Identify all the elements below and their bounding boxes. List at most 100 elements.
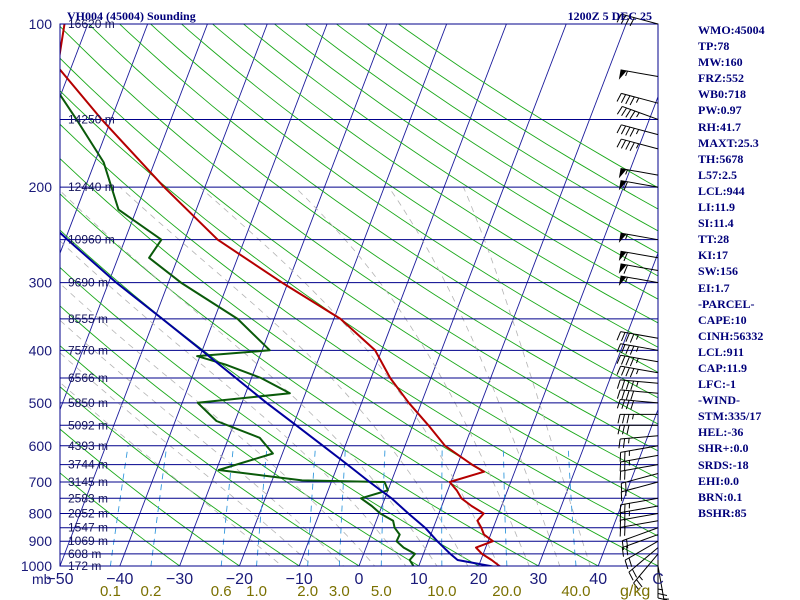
wind-barb-staff xyxy=(620,354,659,363)
wind-barb-staff xyxy=(621,124,659,136)
wind-barb-staff xyxy=(620,263,659,272)
wind-barb-half-flag xyxy=(635,358,639,364)
dry-adiabat-line xyxy=(60,472,181,566)
wind-barb-flag xyxy=(630,380,635,391)
wind-barb-flag xyxy=(626,425,630,435)
wind-barb-staff xyxy=(622,534,659,549)
mixing-ratio-label: 0.1 xyxy=(100,583,121,600)
wind-barb-flag xyxy=(616,331,622,341)
dry-adiabat-line xyxy=(397,24,658,189)
wind-barb-pennant xyxy=(618,69,627,80)
wind-barb xyxy=(616,105,659,120)
wind-barb xyxy=(616,13,659,27)
wind-barb-pennant xyxy=(618,180,627,191)
index-row: FRZ:552 xyxy=(698,71,744,86)
index-row: BRN:0.1 xyxy=(698,489,743,504)
wind-barb-flag xyxy=(629,368,635,378)
wind-barb-flag xyxy=(617,414,621,424)
wind-barb-flag xyxy=(616,106,623,115)
index-row: HEL:-36 xyxy=(698,425,744,440)
wind-barb-staff xyxy=(620,180,659,188)
dry-adiabat-line xyxy=(60,386,301,566)
wind-barb xyxy=(618,275,659,286)
wind-barb-flag xyxy=(625,345,630,354)
dry-adiabat-line xyxy=(335,24,658,232)
index-row: SRDS:-18 xyxy=(698,457,749,472)
wind-barb-flag xyxy=(626,545,629,556)
wind-barb-half-flag xyxy=(635,97,640,103)
dry-adiabat-line xyxy=(60,305,420,566)
mixing-ratio-label: 3.0 xyxy=(329,583,350,600)
wind-barb-flag xyxy=(625,109,632,118)
wind-barb-flag xyxy=(622,438,626,448)
dry-adiabat-line xyxy=(88,24,658,425)
wind-barb xyxy=(619,454,659,472)
height-label: 3145 m xyxy=(68,475,108,489)
mixing-ratio-label: 20.0 xyxy=(492,583,521,600)
wind-barb-half-flag xyxy=(628,438,630,444)
wind-barb-staff xyxy=(620,379,659,384)
wind-barb-flag xyxy=(616,124,622,134)
dry-adiabat-line xyxy=(273,24,658,277)
wind-barb-flag xyxy=(625,367,630,377)
wind-barb-half-flag xyxy=(635,129,640,135)
height-label: 4393 m xyxy=(68,439,108,453)
moist-adiabat-line xyxy=(60,381,283,566)
height-label: 172 m xyxy=(68,559,101,573)
wind-barb-flag xyxy=(622,414,625,424)
height-label: 1547 m xyxy=(68,521,108,535)
wind-barb xyxy=(616,399,659,410)
index-row: LCL:911 xyxy=(698,344,745,359)
wind-barb-flag xyxy=(630,400,635,410)
index-row: CINH:56332 xyxy=(698,328,764,343)
wind-barb-staff xyxy=(620,399,659,404)
wind-barb-half-flag xyxy=(632,414,634,420)
wind-barb-pennant xyxy=(618,276,627,286)
temperature-tick-label: −20 xyxy=(226,571,253,588)
index-row: WMO:45004 xyxy=(698,23,765,37)
wind-barb-flag xyxy=(633,582,640,591)
index-row: CAP:11.9 xyxy=(698,360,747,375)
dry-adiabat-line xyxy=(60,266,480,566)
wind-barb-staff xyxy=(620,445,659,453)
wind-barb xyxy=(618,69,659,80)
dry-adiabat-line xyxy=(304,24,658,254)
wind-barb xyxy=(618,263,659,274)
index-row: WB0:718 xyxy=(698,87,746,102)
index-row: EHI:0.0 xyxy=(698,473,740,488)
mixing-ratio-label: 0.2 xyxy=(141,583,162,600)
wind-barbs xyxy=(616,13,669,600)
dry-adiabat-line xyxy=(60,345,360,566)
height-label: 12440 m xyxy=(68,180,115,194)
pressure-tick-label: 100 xyxy=(29,16,53,32)
height-label: 5850 m xyxy=(68,396,108,410)
mixing-ratio-line xyxy=(567,445,577,566)
temperature-tick-label: 20 xyxy=(470,571,488,588)
index-row: L57:2.5 xyxy=(698,167,737,182)
wind-barb-staff xyxy=(620,454,659,463)
wind-barb-flag xyxy=(620,125,627,135)
wind-barb-flag xyxy=(616,138,622,148)
wind-barb-staff xyxy=(620,275,659,284)
wind-barb-flag xyxy=(616,399,621,409)
mixing-ratio-line xyxy=(109,445,129,566)
wind-barb-pennant xyxy=(618,233,627,243)
wind-barb-flag xyxy=(629,128,635,137)
parcel-line xyxy=(60,231,496,566)
index-row: TH:5678 xyxy=(698,151,744,166)
dry-adiabat-line xyxy=(60,428,241,566)
index-row: PW:0.97 xyxy=(698,103,742,118)
temperature-tick-label: 10 xyxy=(410,571,428,588)
mixing-ratio-label: 2.0 xyxy=(297,583,318,600)
wind-barb-flag xyxy=(621,390,626,400)
wind-barb-half-flag xyxy=(625,169,628,175)
wind-barb xyxy=(616,354,659,367)
isotherm-line xyxy=(358,24,567,566)
wind-barb-flag xyxy=(621,380,626,390)
wind-barb xyxy=(633,553,659,591)
moist-adiabat-line xyxy=(60,282,376,566)
isotherm-line xyxy=(60,24,149,255)
pressure-tick-label: 600 xyxy=(29,438,53,454)
wind-barb-flag xyxy=(616,389,621,399)
wind-barb xyxy=(620,481,659,502)
